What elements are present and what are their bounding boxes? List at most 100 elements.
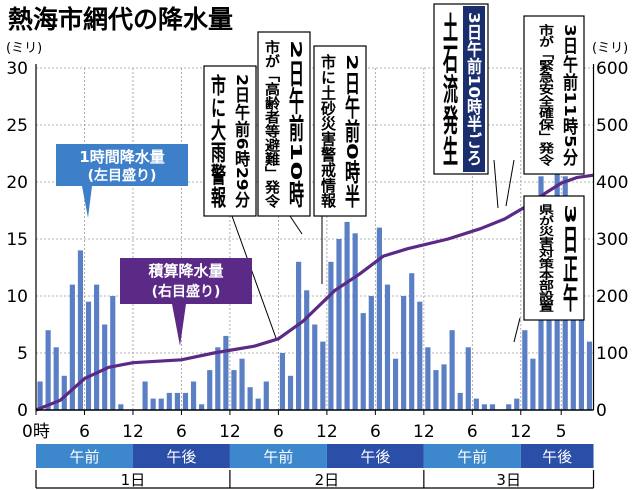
hourly-bar	[174, 392, 180, 410]
hourly-callout-name: 1時間降水量	[79, 148, 164, 166]
hourly-bar	[94, 284, 100, 410]
hourly-bar	[449, 330, 455, 410]
annotation-text: 3日午前11時5分	[561, 24, 579, 167]
hourly-bar	[37, 381, 43, 410]
hourly-bar	[546, 261, 552, 410]
right-axis-unit: (ミリ)	[592, 41, 628, 56]
hourly-bar	[328, 261, 334, 410]
cumulative-callout-name: 積算降水量	[147, 262, 223, 280]
left-tick-label: 5	[17, 344, 28, 364]
hourly-bar	[506, 404, 512, 410]
hourly-bar	[514, 398, 520, 410]
hourly-bar	[190, 381, 197, 410]
annotation-leader	[505, 159, 515, 207]
annotation-text: 2日午前6時29分	[233, 74, 251, 209]
x-tick-label: 12	[510, 422, 532, 442]
left-tick-label: 10	[6, 287, 28, 307]
period-band	[36, 444, 133, 468]
hourly-bar	[578, 273, 584, 410]
hourly-bar	[102, 324, 108, 410]
x-tick-label: 5	[556, 422, 567, 442]
period-band	[229, 444, 327, 468]
hourly-bar	[425, 347, 431, 410]
hourly-bar	[570, 250, 576, 410]
period-band-label: 午前	[457, 448, 487, 466]
day-label: 1日	[121, 471, 146, 489]
hourly-bar	[312, 324, 318, 410]
left-axis-unit: (ミリ)	[6, 41, 42, 56]
annotation-leader	[513, 317, 521, 343]
annotation-leader	[289, 215, 303, 235]
legend-callouts: 1時間降水量(左目盛り) 積算降水量 (右目盛り)	[56, 144, 252, 346]
hourly-bar	[296, 261, 302, 410]
x-tick-label: 6	[370, 422, 381, 442]
x-tick-label: 12	[219, 422, 241, 442]
annotation-leader	[231, 215, 277, 339]
hourly-bar	[344, 221, 350, 410]
right-tick-label: 0	[596, 401, 607, 421]
cumulative-callout-shape	[120, 258, 252, 346]
annotation-text: 2日午前0時半	[343, 54, 361, 210]
left-tick-label: 15	[6, 230, 28, 250]
right-tick-label: 300	[596, 230, 628, 250]
right-tick-label: 400	[596, 173, 628, 193]
hourly-bar	[166, 392, 172, 410]
hourly-bar	[45, 330, 51, 410]
x-tick-label: 12	[316, 422, 338, 442]
hourly-bar	[320, 341, 326, 410]
hourly-bar	[142, 381, 148, 410]
period-band-label: 午前	[263, 448, 293, 466]
x-tick-label: 6	[273, 422, 284, 442]
period-band-label: 午後	[542, 448, 572, 466]
hourly-bar	[263, 381, 269, 410]
hourly-bar	[360, 313, 366, 410]
hourly-bar	[530, 358, 536, 410]
annotation-highlight	[463, 6, 485, 172]
hourly-bar	[457, 392, 463, 410]
annotation-text: 市に土砂災害警戒情報	[319, 53, 337, 209]
hourly-bar	[85, 301, 92, 410]
hourly-bar	[409, 273, 415, 410]
annotation-text: 市が「高齢者等避難」発令	[263, 39, 281, 209]
hourly-bar	[77, 250, 84, 410]
annotation-box	[257, 31, 311, 217]
hourly-bar	[231, 370, 237, 410]
hourly-bar	[352, 233, 358, 410]
x-tick-label: 12	[122, 422, 144, 442]
annotation-text: 3日午前10時半ごろ	[465, 12, 483, 166]
period-band-label: 午後	[166, 448, 196, 466]
right-tick-label: 200	[596, 287, 628, 307]
hourly-bar	[61, 375, 67, 410]
x-tick-label: 12	[413, 422, 435, 442]
annotation-leader	[493, 159, 499, 209]
hourly-bar	[473, 398, 479, 410]
hourly-bar	[118, 404, 124, 410]
hourly-bar	[384, 284, 391, 410]
hourly-bar	[223, 335, 229, 410]
hourly-bar	[279, 353, 286, 410]
hourly-bar	[392, 358, 399, 410]
hourly-bar	[69, 284, 75, 410]
hourly-bar	[150, 398, 156, 410]
hourly-bar	[53, 347, 59, 410]
right-tick-label: 100	[596, 344, 628, 364]
hourly-bar	[433, 370, 439, 410]
hourly-bar	[182, 392, 189, 410]
annotation-text: 土石流発生	[441, 10, 459, 166]
hourly-bar	[255, 398, 261, 410]
hourly-bar	[417, 301, 423, 410]
period-band	[520, 444, 594, 468]
annotation-box	[313, 45, 367, 217]
hourly-bar	[522, 330, 528, 410]
x-tick-label: 0時	[22, 422, 50, 442]
annotation-text: 市に大雨警報	[209, 73, 227, 210]
x-tick-label: 6	[467, 422, 478, 442]
x-tick-label: 6	[176, 422, 187, 442]
annotation-text: 市が「緊急安全確保」発令	[537, 23, 555, 167]
left-tick-label: 20	[6, 173, 28, 193]
hourly-bar	[158, 398, 164, 410]
hourly-bar	[336, 239, 342, 410]
left-tick-label: 25	[6, 116, 28, 136]
